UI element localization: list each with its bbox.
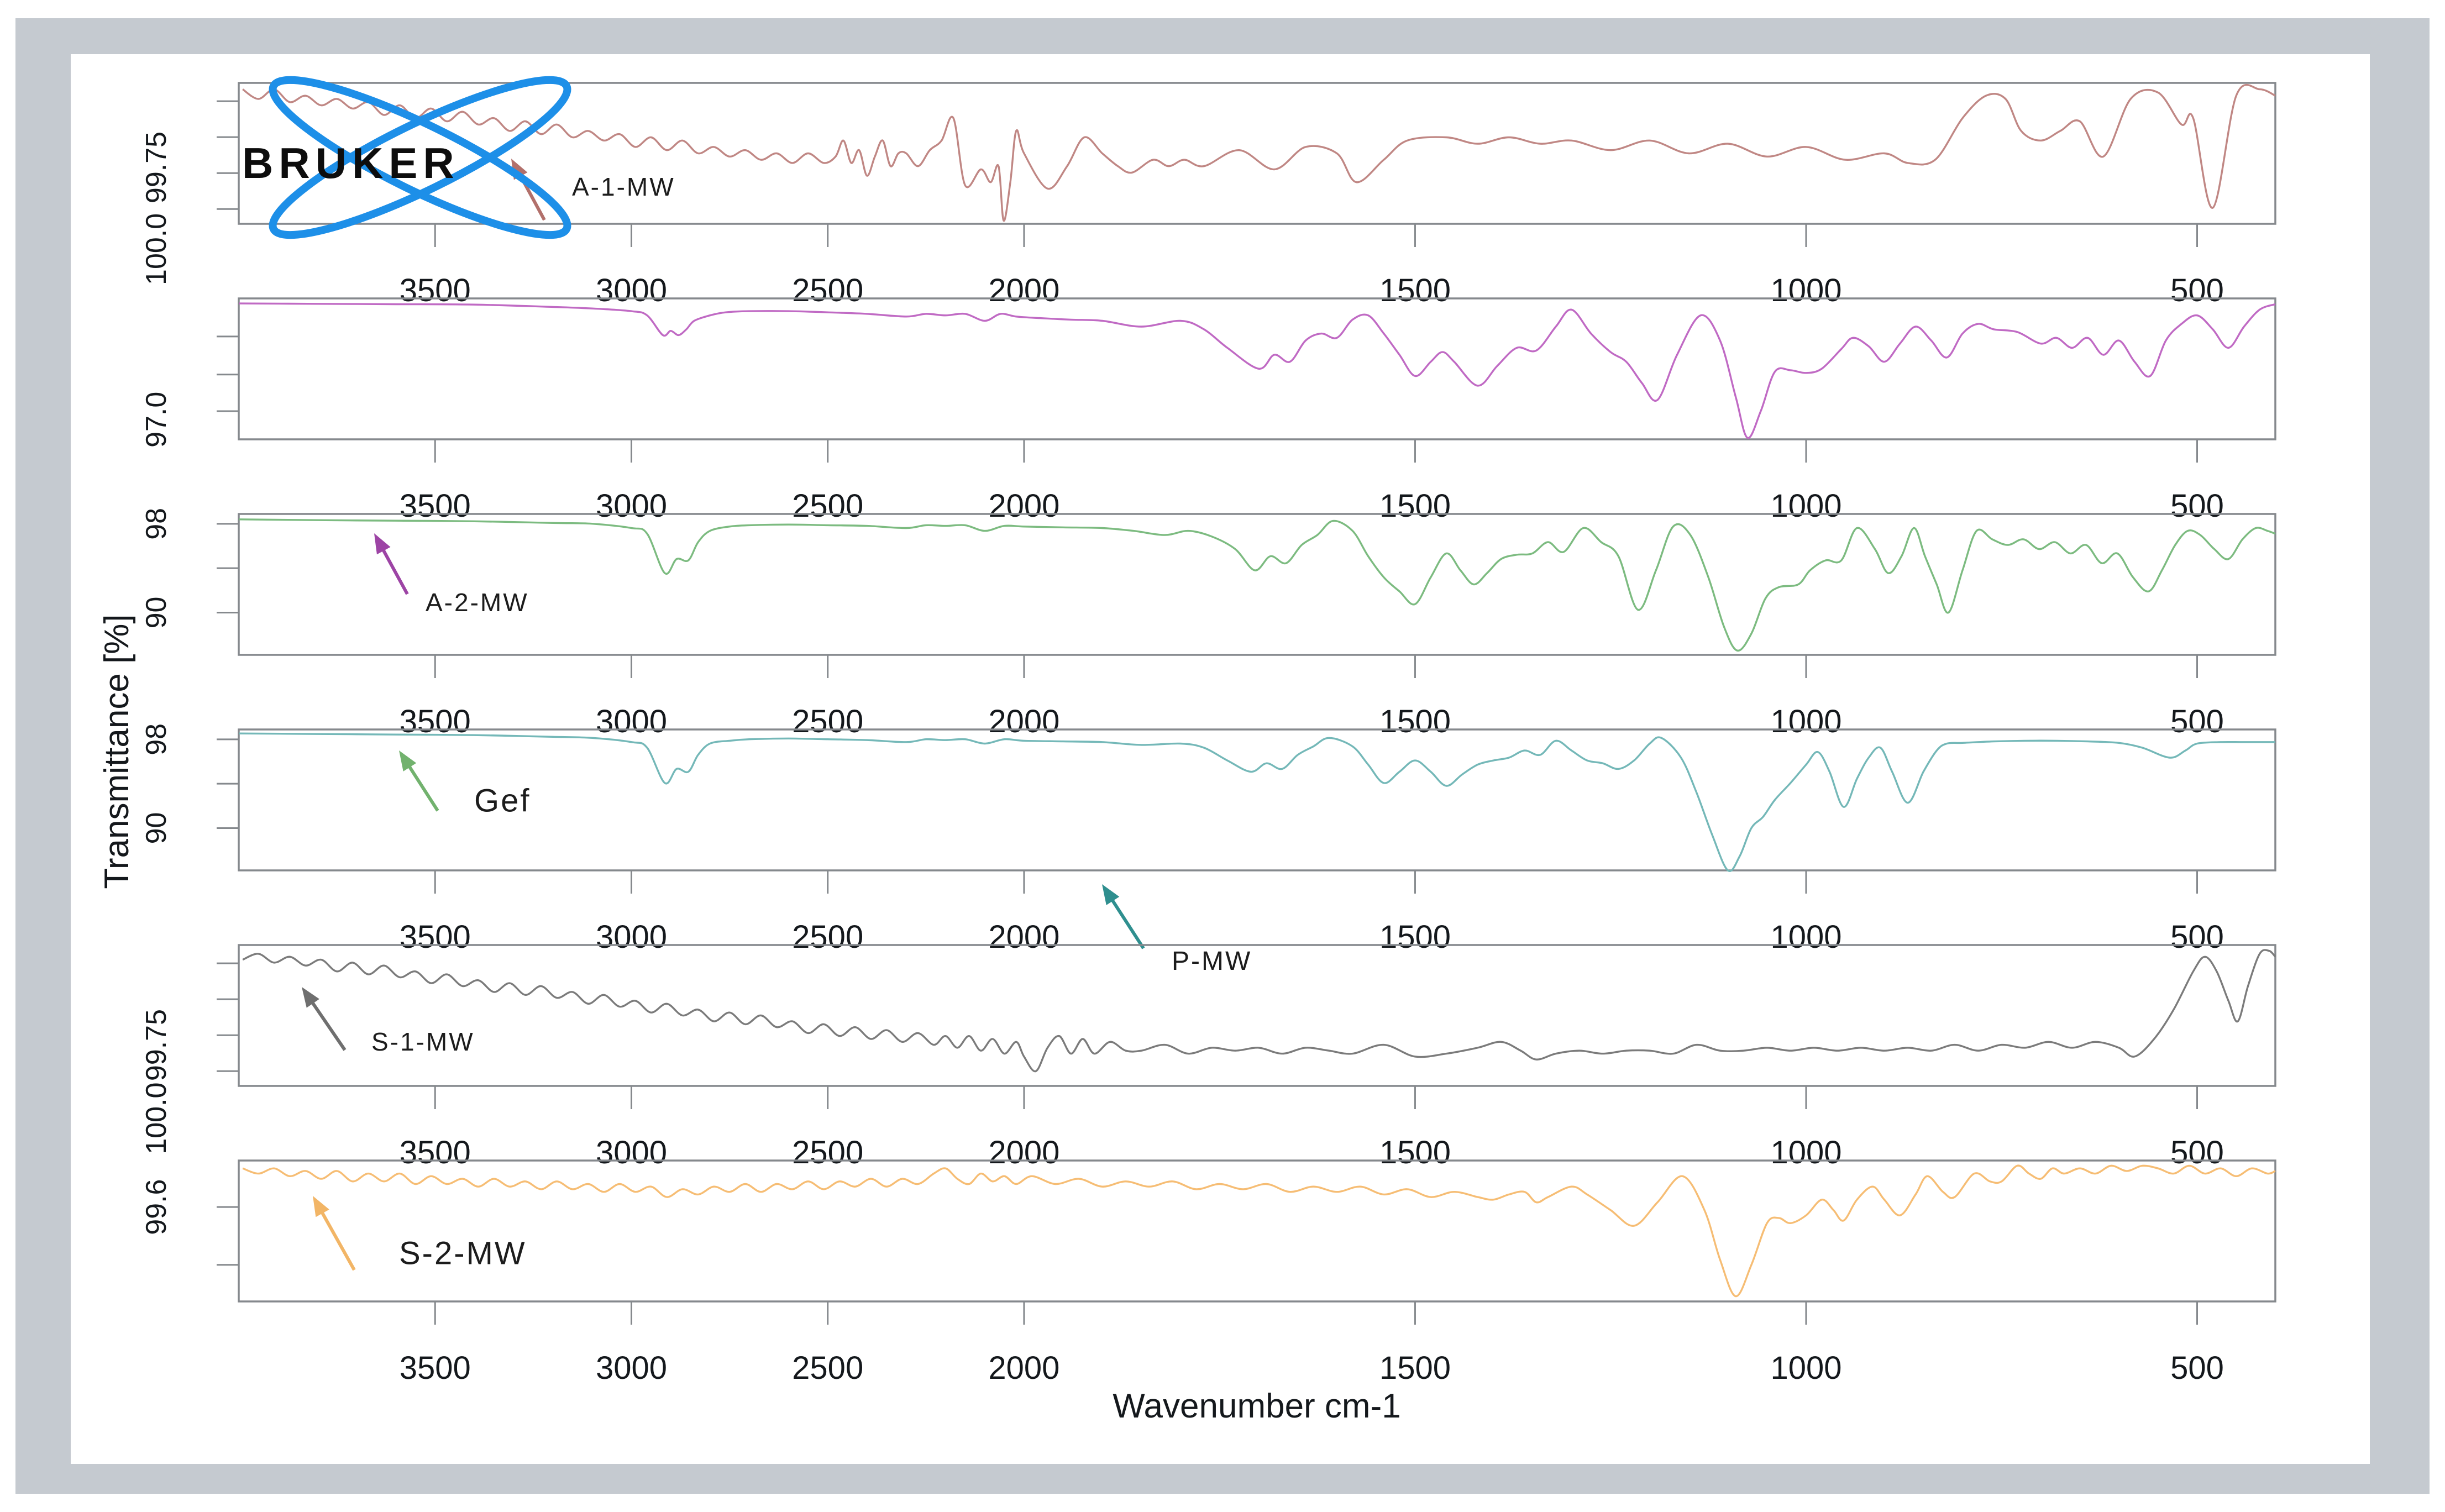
bruker-logo: BRUKER — [242, 76, 571, 239]
spectrum-line-Gef — [238, 518, 2276, 652]
plot-box — [238, 944, 2276, 1087]
y-tick-label: 90 — [140, 597, 172, 629]
x-tick-label: 1500 — [1379, 488, 1451, 524]
x-tick-label: 3000 — [596, 704, 667, 739]
x-tick-label: 2000 — [988, 919, 1059, 955]
sample-label-P-MW: P-MW — [1172, 947, 1252, 976]
x-tick-label: 1500 — [1379, 919, 1451, 955]
spectrum-line-S-2-MW — [242, 1164, 2276, 1298]
x-tick-label: 2500 — [792, 919, 863, 955]
x-tick-label: 2500 — [792, 704, 863, 739]
spectrum-line-P-MW — [238, 732, 2275, 872]
spectrum-panel-A-2-MW: 97.0 A-2-MW — [140, 297, 2276, 617]
annotation-arrow-line — [378, 543, 409, 595]
x-tick-label: 1500 — [1379, 704, 1451, 739]
x-tick-label: 3500 — [400, 1350, 471, 1386]
y-tick-label: 97.0 — [140, 392, 172, 448]
x-tick-label: 3000 — [596, 1135, 667, 1170]
x-tick-label: 3500 — [400, 1135, 471, 1170]
x-tick-label: 500 — [2170, 704, 2224, 739]
spectrum-line-S-1-MW — [242, 949, 2276, 1073]
logo-loop-icon — [269, 76, 571, 239]
plot-box — [238, 82, 2276, 225]
x-tick-label: 3000 — [596, 272, 667, 308]
x-tick-label: 1000 — [1770, 919, 1841, 955]
sample-label-S-2-MW: S-2-MW — [399, 1235, 527, 1271]
x-tick-label: 3000 — [596, 488, 667, 524]
annotation-arrow-line — [1107, 893, 1145, 949]
logo-text: BRUKER — [242, 139, 460, 187]
x-tick-label: 2500 — [792, 488, 863, 524]
logo-loop-icon — [269, 76, 571, 239]
spectrum-panel-A-1-MW: 99.75 100.0 A-1-MW — [140, 82, 2276, 285]
y-tick-label: 100.0 — [140, 1083, 172, 1154]
x-tick-label: 500 — [2170, 1350, 2224, 1386]
x-tick-label: 1500 — [1379, 1350, 1451, 1386]
spectrum-panel-S-2-MW: 100.0 99.6 S-2-MW — [140, 1082, 2276, 1325]
annotation-arrowhead — [313, 1196, 329, 1217]
x-tick-label: 2000 — [988, 488, 1059, 524]
y-tick-label: 99.6 — [140, 1179, 172, 1235]
sample-label-Gef: Gef — [474, 783, 531, 818]
annotation-arrow-line — [404, 759, 439, 812]
y-tick-label: 90 — [140, 812, 172, 844]
x-tick-label: 2500 — [792, 1350, 863, 1386]
x-tick-label: 2500 — [792, 272, 863, 308]
plot-box — [238, 297, 2276, 440]
x-tick-label: 3500 — [400, 272, 471, 308]
x-tick-label: 3000 — [596, 919, 667, 955]
annotation-arrow-line — [307, 996, 347, 1051]
x-tick-label: 1000 — [1770, 1135, 1841, 1170]
annotation-arrowhead — [399, 750, 417, 771]
x-tick-label: 1000 — [1770, 272, 1841, 308]
y-tick-label: 98 — [140, 723, 172, 755]
sample-label-A-2-MW: A-2-MW — [426, 588, 529, 617]
x-tick-label: 500 — [2170, 1135, 2224, 1170]
x-tick-label: 2000 — [988, 1135, 1059, 1170]
annotation-arrowhead — [302, 987, 319, 1008]
x-tick-label: 3000 — [596, 1350, 667, 1386]
spectrum-line-A-1-MW — [242, 83, 2276, 222]
x-tick-label: 2000 — [988, 272, 1059, 308]
y-tick-label: 99.75 — [140, 1009, 172, 1081]
x-tick-label: 500 — [2170, 488, 2224, 524]
y-tick-label: 99.75 — [140, 132, 172, 203]
x-tick-label: 2000 — [988, 1350, 1059, 1386]
y-tick-label: 98 — [140, 508, 172, 540]
x-tick-label: 500 — [2170, 919, 2224, 955]
y-tick-label: 100.0 — [140, 1082, 172, 1154]
x-tick-label: 1500 — [1379, 1135, 1451, 1170]
spectrum-panel-Gef: 98 90 Gef — [140, 508, 2276, 818]
annotation-arrowhead — [374, 533, 391, 555]
spectrum-line-A-2-MW — [238, 302, 2276, 439]
x-tick-label: 1000 — [1770, 704, 1841, 739]
annotation-arrowhead — [1102, 884, 1120, 905]
chart-canvas — [71, 54, 2370, 1464]
x-tick-label: 2500 — [792, 1135, 863, 1170]
x-tick-label: 1000 — [1770, 488, 1841, 524]
y-tick-label: 100.0 — [140, 213, 172, 285]
x-tick-label: 2000 — [988, 704, 1059, 739]
y-axis-title: Transmittance [%] — [98, 614, 136, 889]
x-tick-label: 3500 — [400, 919, 471, 955]
x-tick-label: 1000 — [1770, 1350, 1841, 1386]
sample-label-S-1-MW: S-1-MW — [371, 1027, 475, 1056]
sample-label-A-1-MW: A-1-MW — [572, 172, 675, 201]
x-tick-label: 1500 — [1379, 272, 1451, 308]
plot-box — [238, 728, 2276, 872]
x-tick-label: 500 — [2170, 272, 2224, 308]
annotation-arrow-line — [317, 1205, 356, 1271]
x-axis-title: Wavenumber cm-1 — [1113, 1387, 1400, 1425]
spectrum-panel-P-MW: 98 90 P-MW — [140, 723, 2276, 976]
plot-box — [238, 513, 2276, 656]
x-tick-label: 3500 — [400, 704, 471, 739]
plot-box — [238, 1159, 2276, 1303]
x-tick-label: 3500 — [400, 488, 471, 524]
